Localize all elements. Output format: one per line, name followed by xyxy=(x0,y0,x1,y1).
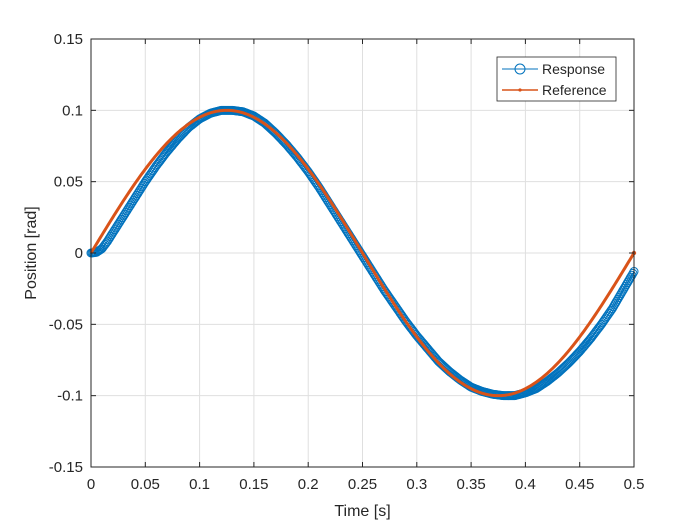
response-point xyxy=(396,309,406,319)
response-point xyxy=(141,175,151,185)
legend-box xyxy=(496,56,617,102)
response-point xyxy=(394,307,404,317)
x-tick-label: 0.4 xyxy=(515,476,536,493)
response-point xyxy=(149,164,159,174)
response-point xyxy=(398,312,408,322)
y-tick-label: 0.15 xyxy=(54,31,83,48)
y-tick-label: -0.1 xyxy=(57,388,83,405)
y-axis-label: Position [rad] xyxy=(23,206,40,299)
response-point xyxy=(145,170,155,180)
response-point xyxy=(628,268,638,278)
y-tick-label: 0 xyxy=(75,245,83,262)
response-point xyxy=(602,311,612,321)
response-point xyxy=(382,290,392,300)
legend-response-marker xyxy=(514,63,526,75)
tick-labels: 0 0.05 0.1 0.15 0.2 0.25 0.3 0.35 0.4 0.45 0.5 -0.1… xyxy=(49,31,645,493)
x-tick-label: 0.15 xyxy=(239,476,268,493)
response-point xyxy=(601,313,611,323)
x-tick-label: 0.1 xyxy=(189,476,210,493)
response-point xyxy=(146,169,156,179)
ticks xyxy=(90,38,635,468)
x-tick-label: 0.2 xyxy=(298,476,319,493)
response-point xyxy=(144,172,154,182)
response-point xyxy=(600,315,610,325)
response-point xyxy=(140,177,150,187)
response-point xyxy=(101,238,111,248)
y-tick-label: -0.05 xyxy=(49,316,83,333)
x-axis-label: Time [s] xyxy=(334,503,390,520)
y-tick-label: -0.15 xyxy=(49,459,83,476)
response-point xyxy=(399,313,409,323)
response-point xyxy=(388,298,398,308)
response-point xyxy=(603,310,613,320)
response-point xyxy=(598,318,608,328)
x-tick-label: 0.35 xyxy=(456,476,485,493)
response-point xyxy=(604,308,614,318)
x-tick-label: 0.05 xyxy=(131,476,160,493)
response-point xyxy=(100,239,110,249)
legend: Response Reference xyxy=(496,56,617,102)
response-point xyxy=(596,319,606,329)
response-point xyxy=(386,295,396,305)
response-point xyxy=(397,310,407,320)
legend-reference-marker xyxy=(518,88,522,92)
response-point xyxy=(390,301,400,311)
response-point xyxy=(393,305,403,315)
response-point xyxy=(595,321,605,331)
x-tick-label: 0 xyxy=(87,476,95,493)
x-tick-label: 0.25 xyxy=(348,476,377,493)
x-tick-label: 0.45 xyxy=(565,476,594,493)
y-tick-label: 0.05 xyxy=(54,174,83,191)
response-point xyxy=(389,299,399,309)
legend-reference-label: Reference xyxy=(542,82,607,98)
response-point xyxy=(599,316,609,326)
response-point xyxy=(391,302,401,312)
response-point xyxy=(142,174,152,184)
x-tick-label: 0.5 xyxy=(624,476,645,493)
x-tick-label: 0.3 xyxy=(406,476,427,493)
reference-line xyxy=(89,108,636,398)
y-tick-label: 0.1 xyxy=(62,102,83,119)
response-point xyxy=(605,307,615,317)
response-point xyxy=(148,166,158,176)
response-point xyxy=(384,291,394,301)
response-point xyxy=(385,293,395,303)
legend-response-label: Response xyxy=(542,61,605,77)
response-point xyxy=(147,167,157,177)
response-point xyxy=(387,296,397,306)
response-point xyxy=(392,304,402,314)
